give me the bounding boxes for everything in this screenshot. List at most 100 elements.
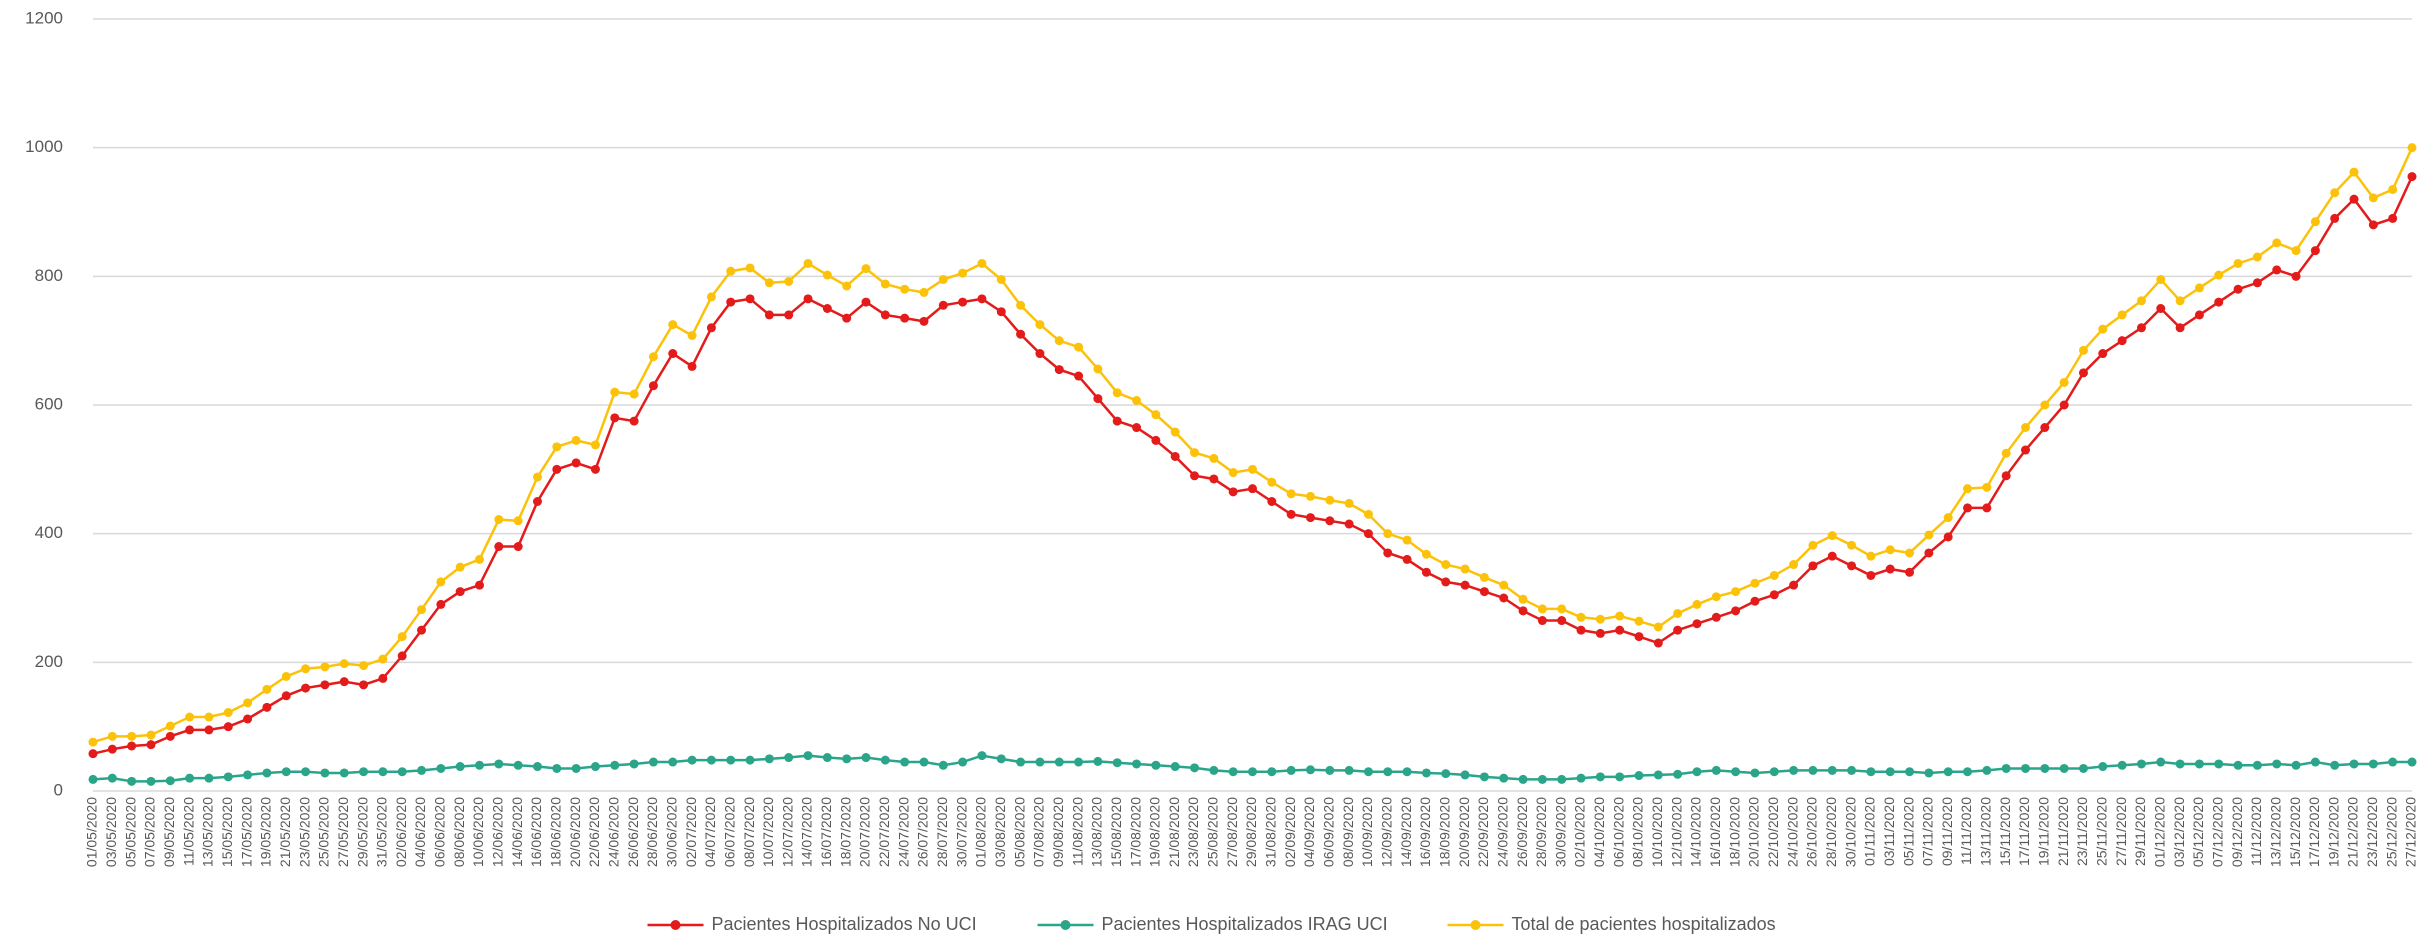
data-point [146,740,156,750]
data-point [1750,768,1760,778]
data-point [339,659,349,669]
x-tick-label: 21/12/2020 [2345,797,2361,867]
data-point [1576,773,1586,783]
x-tick-label: 15/05/2020 [219,797,235,867]
x-tick-label: 20/09/2020 [1456,797,1472,867]
data-point [1673,769,1683,779]
data-point [1305,513,1315,523]
data-point [1595,772,1605,782]
data-point [243,698,253,708]
data-point [1286,509,1296,519]
data-point [1808,765,1818,775]
data-point [1170,762,1180,772]
data-point [668,349,678,359]
x-tick-label: 19/05/2020 [258,797,274,867]
data-point [1711,612,1721,622]
x-tick-label: 17/05/2020 [238,797,254,867]
data-point [1402,554,1412,564]
x-tick-label: 03/08/2020 [992,797,1008,867]
data-point [977,258,987,268]
data-point [1847,540,1857,550]
x-tick-label: 30/10/2020 [1842,797,1858,867]
y-tick-label: 1000 [25,137,63,156]
x-tick-label: 26/09/2020 [1514,797,1530,867]
data-point [1711,765,1721,775]
data-point [2098,349,2108,359]
data-point [1267,477,1277,487]
data-point [243,714,253,724]
series-line [92,147,2414,744]
data-point [1634,632,1644,642]
data-point [1499,593,1509,603]
data-point [1653,770,1663,780]
data-point [107,731,117,741]
x-tick-label: 07/11/2020 [1920,797,1936,866]
data-point [359,680,369,690]
data-point [281,767,291,777]
x-tick-label: 23/12/2020 [2364,797,2380,867]
data-point [107,773,117,783]
x-tick-label: 11/05/2020 [180,797,196,866]
data-point [1653,622,1663,632]
x-tick-label: 09/12/2020 [2229,797,2245,867]
data-point [417,625,427,635]
data-point [629,416,639,426]
x-tick-label: 08/09/2020 [1340,797,1356,867]
data-point [1750,596,1760,606]
data-point [1692,619,1702,629]
x-tick-label: 27/05/2020 [335,797,351,867]
data-point [2059,763,2069,773]
data-point [455,587,465,597]
data-point [1885,564,1895,574]
data-point [1344,519,1354,529]
y-tick-label: 200 [35,652,63,671]
x-tick-label: 22/10/2020 [1765,797,1781,867]
x-tick-label: 18/10/2020 [1726,797,1742,867]
data-point [2021,763,2030,773]
data-point [88,749,98,759]
x-tick-label: 23/08/2020 [1185,797,1201,867]
x-tick-label: 08/06/2020 [451,797,467,867]
data-point [706,292,716,302]
x-tick-label: 17/11/2020 [2016,797,2032,866]
data-point [2349,759,2359,769]
data-point [2330,213,2340,223]
data-point [1248,767,1257,777]
x-tick-label: 29/05/2020 [354,797,370,867]
data-point [1132,423,1142,433]
x-tick-label: 19/12/2020 [2325,797,2341,867]
data-point [2330,188,2340,198]
data-point [996,754,1006,764]
data-point [842,754,852,764]
data-point [1363,767,1373,777]
x-tick-label: 16/06/2020 [528,797,544,867]
x-tick-label: 19/08/2020 [1147,797,1163,867]
data-point [1325,495,1335,505]
x-tick-label: 25/05/2020 [316,797,332,867]
x-tick-label: 08/07/2020 [741,797,757,867]
data-point [919,757,929,767]
data-point [977,294,987,304]
data-point [1963,484,1973,494]
data-point [1943,532,1953,542]
data-point [1769,767,1779,777]
data-point [958,297,968,307]
data-point [1827,531,1837,541]
data-point [2330,760,2340,770]
x-tick-label: 24/06/2020 [605,797,621,867]
data-point [1016,757,1026,767]
data-point [2098,762,2108,772]
data-point [532,762,542,772]
data-point [610,413,620,423]
data-point [1035,349,1045,359]
x-tick-label: 24/07/2020 [895,797,911,867]
data-point [2136,323,2146,333]
data-point [590,464,600,474]
x-tick-label: 27/12/2020 [2403,797,2419,867]
data-point [127,776,137,786]
x-tick-label: 27/11/2020 [2113,797,2129,866]
data-point [223,772,233,782]
x-tick-label: 10/07/2020 [760,797,776,867]
data-point [1383,529,1393,539]
data-point [996,275,1006,285]
